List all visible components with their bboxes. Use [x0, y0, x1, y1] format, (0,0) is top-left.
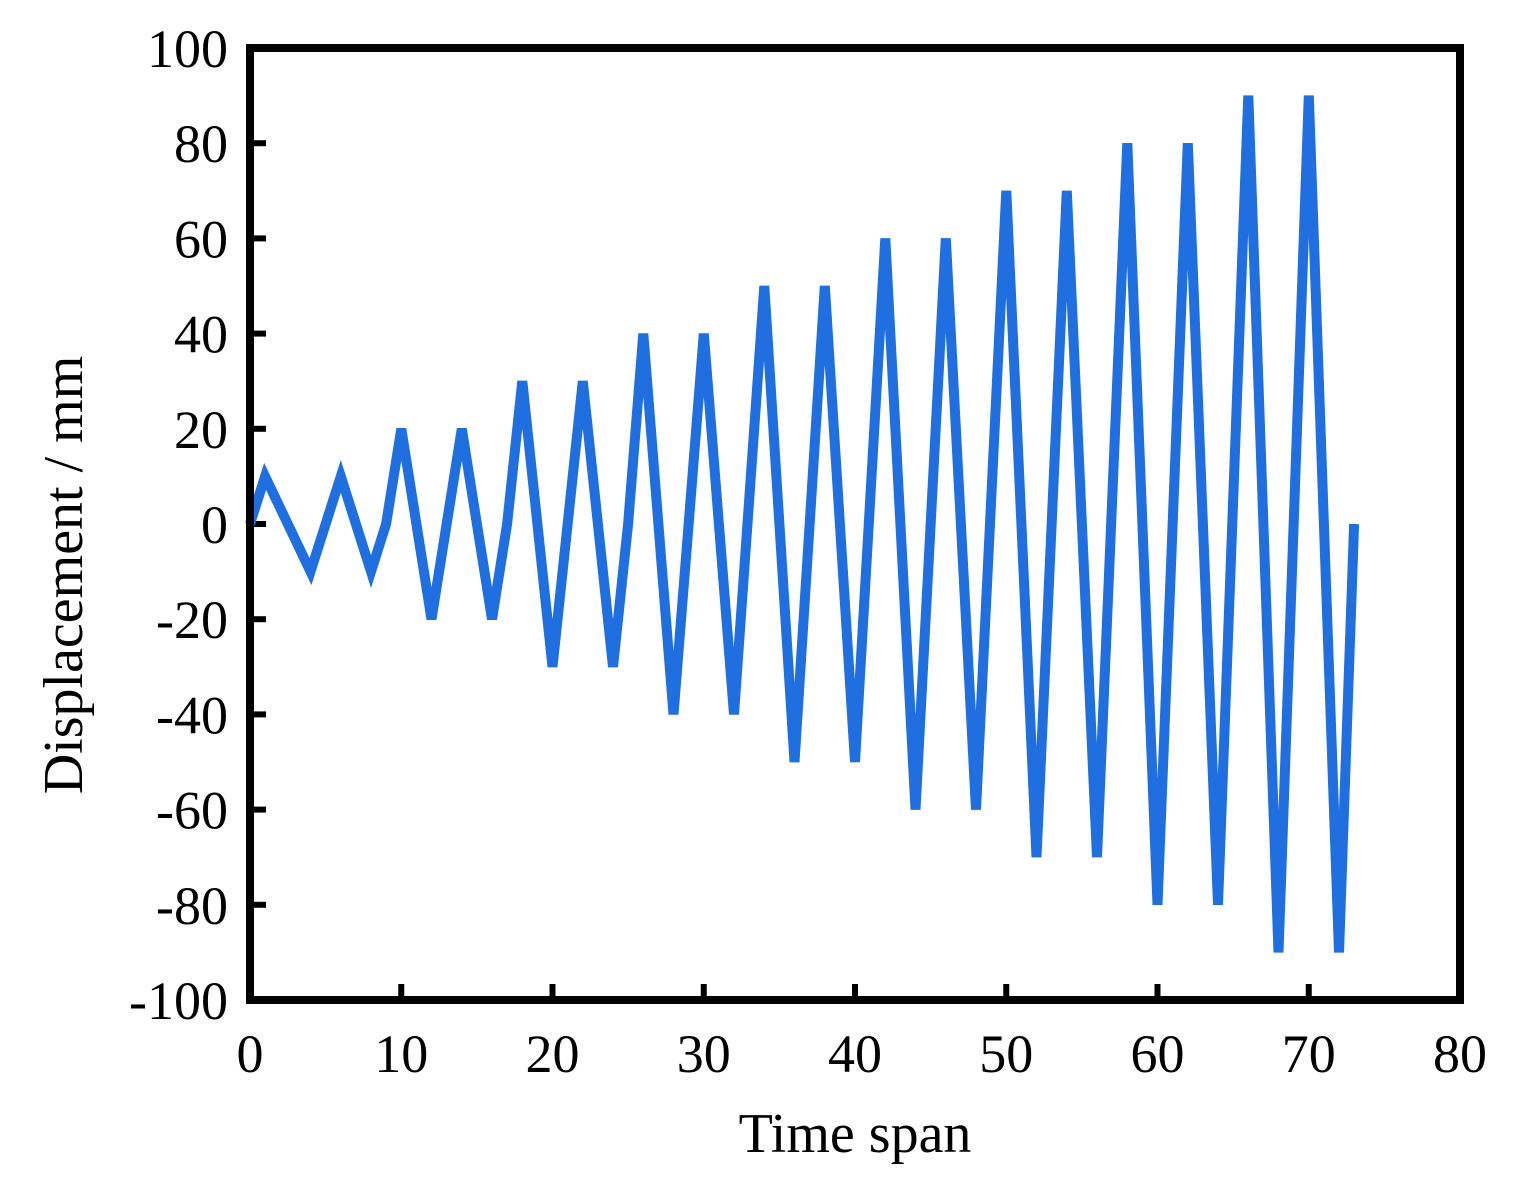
- series-line: [245, 95, 1360, 953]
- x-tick-label: 70: [1282, 1024, 1336, 1084]
- y-tick-label: -80: [156, 876, 228, 936]
- y-tick-label: 20: [174, 400, 228, 460]
- y-axis-title: Displacement / mm: [33, 356, 95, 795]
- x-tick-label: 0: [237, 1024, 264, 1084]
- y-tick-label: 100: [147, 19, 228, 79]
- x-tick-label: 30: [677, 1024, 731, 1084]
- x-axis-title: Time span: [739, 1103, 972, 1165]
- series-layer: [245, 95, 1360, 953]
- x-tick-label: 20: [526, 1024, 580, 1084]
- tick-labels: 0 10 20 30 40 50 60 70 80 100 80 60 40 20 0 -20 -40 -60 -8…: [129, 19, 1487, 1084]
- y-tick-label: -40: [156, 685, 228, 745]
- y-tick-label: -60: [156, 781, 228, 841]
- y-tick-label: -100: [129, 971, 228, 1031]
- x-tick-label: 80: [1433, 1024, 1487, 1084]
- y-tick-label: 60: [174, 209, 228, 269]
- y-tick-label: 80: [174, 114, 228, 174]
- plot-frame: [246, 44, 1464, 1004]
- x-tick-label: 10: [374, 1024, 428, 1084]
- y-tick-label: 0: [201, 495, 228, 555]
- y-tick-label: 40: [174, 305, 228, 365]
- x-tick-label: 60: [1131, 1024, 1185, 1084]
- x-tick-label: 50: [979, 1024, 1033, 1084]
- y-tick-label: -20: [156, 590, 228, 650]
- x-tick-label: 40: [828, 1024, 882, 1084]
